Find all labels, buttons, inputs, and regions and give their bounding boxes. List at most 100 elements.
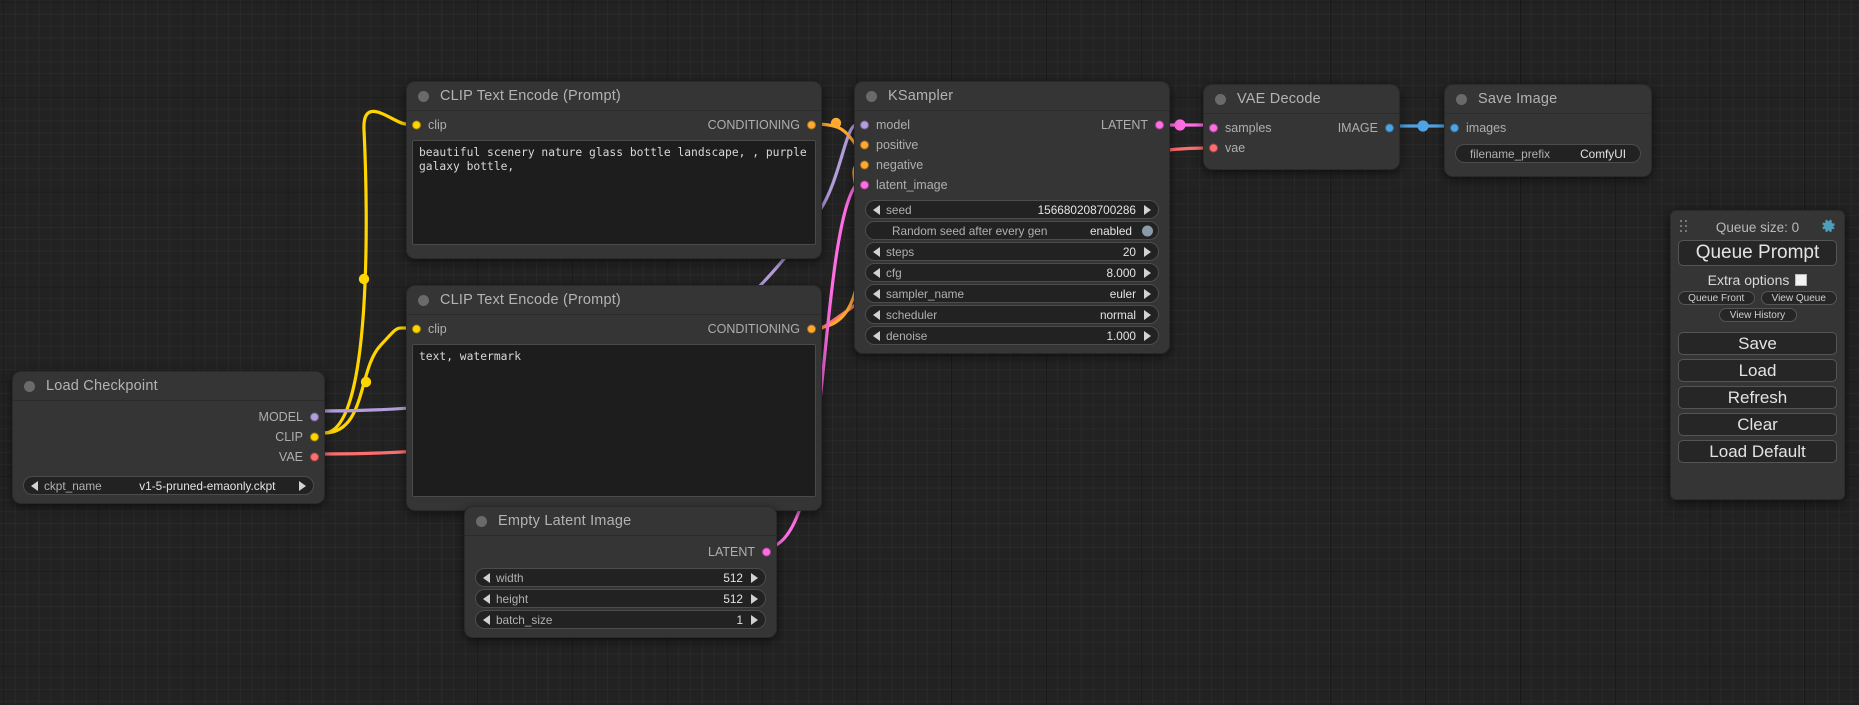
node-title-bar[interactable]: Empty Latent Image bbox=[465, 507, 776, 536]
increment-arrow-icon[interactable] bbox=[1144, 309, 1151, 320]
node-empty-latent-image[interactable]: Empty Latent Image LATENT width 512 heig… bbox=[464, 506, 777, 638]
widget-steps[interactable]: steps 20 bbox=[865, 242, 1159, 261]
decrement-arrow-icon[interactable] bbox=[483, 614, 490, 625]
increment-arrow-icon[interactable] bbox=[1144, 204, 1151, 215]
port-dot-latent-image[interactable] bbox=[860, 180, 869, 190]
node-save-image[interactable]: Save Image images filename_prefix ComfyU… bbox=[1444, 84, 1652, 177]
port-dot-samples[interactable] bbox=[1209, 123, 1218, 133]
decrement-arrow-icon[interactable] bbox=[483, 572, 490, 583]
output-slot-latent[interactable]: LATENT bbox=[465, 542, 776, 562]
increment-arrow-icon[interactable] bbox=[751, 572, 758, 583]
widget-height[interactable]: height 512 bbox=[475, 589, 766, 608]
increment-arrow-icon[interactable] bbox=[751, 593, 758, 604]
increment-arrow-icon[interactable] bbox=[1144, 267, 1151, 278]
port-dot-conditioning[interactable] bbox=[807, 324, 816, 334]
port-dot-clip[interactable] bbox=[310, 432, 319, 442]
view-history-button[interactable]: View History bbox=[1718, 308, 1797, 322]
port-dot-positive[interactable] bbox=[860, 140, 869, 150]
decrement-arrow-icon[interactable] bbox=[873, 330, 880, 341]
load-button[interactable]: Load bbox=[1678, 359, 1837, 382]
widget-seed[interactable]: seed 156680208700286 bbox=[865, 200, 1159, 219]
increment-arrow-icon[interactable] bbox=[1144, 246, 1151, 257]
refresh-button[interactable]: Refresh bbox=[1678, 386, 1837, 409]
node-vae-decode[interactable]: VAE Decode samples IMAGE vae bbox=[1203, 84, 1400, 170]
load-default-button[interactable]: Load Default bbox=[1678, 440, 1837, 463]
decrement-arrow-icon[interactable] bbox=[31, 480, 38, 491]
increment-arrow-icon[interactable] bbox=[751, 614, 758, 625]
input-slot-positive[interactable]: positive bbox=[855, 135, 1169, 155]
port-dot-vae[interactable] bbox=[310, 452, 319, 462]
collapse-dot-icon[interactable] bbox=[24, 380, 35, 392]
port-dot-image[interactable] bbox=[1385, 123, 1394, 133]
collapse-dot-icon[interactable] bbox=[1215, 93, 1226, 105]
output-slot-vae[interactable]: VAE bbox=[13, 447, 324, 467]
node-ksampler[interactable]: KSampler model LATENT positive negative … bbox=[854, 81, 1170, 354]
widget-denoise[interactable]: denoise 1.000 bbox=[865, 326, 1159, 345]
port-dot-images[interactable] bbox=[1450, 123, 1459, 133]
port-dot-vae[interactable] bbox=[1209, 143, 1218, 153]
widget-cfg[interactable]: cfg 8.000 bbox=[865, 263, 1159, 282]
decrement-arrow-icon[interactable] bbox=[873, 246, 880, 257]
collapse-dot-icon[interactable] bbox=[1456, 93, 1467, 105]
output-slot-model[interactable]: MODEL bbox=[13, 407, 324, 427]
queue-prompt-button[interactable]: Queue Prompt bbox=[1678, 240, 1837, 266]
prompt-textarea[interactable]: beautiful scenery nature glass bottle la… bbox=[412, 140, 816, 245]
input-slot-samples[interactable]: samples IMAGE bbox=[1204, 118, 1399, 138]
node-clip-text-encode-positive[interactable]: CLIP Text Encode (Prompt) clip CONDITION… bbox=[406, 81, 822, 259]
increment-arrow-icon[interactable] bbox=[1144, 330, 1151, 341]
widget-filename-prefix[interactable]: filename_prefix ComfyUI bbox=[1455, 144, 1641, 163]
port-dot-clip[interactable] bbox=[412, 120, 421, 130]
gear-icon[interactable] bbox=[1821, 219, 1836, 234]
collapse-dot-icon[interactable] bbox=[476, 515, 487, 527]
node-title-bar[interactable]: KSampler bbox=[855, 82, 1169, 111]
view-queue-button[interactable]: View Queue bbox=[1760, 291, 1837, 305]
prompt-textarea[interactable]: text, watermark bbox=[412, 344, 816, 497]
clear-button[interactable]: Clear bbox=[1678, 413, 1837, 436]
save-button[interactable]: Save bbox=[1678, 332, 1837, 355]
input-slot-vae[interactable]: vae bbox=[1204, 138, 1399, 158]
port-dot-latent[interactable] bbox=[762, 547, 771, 557]
input-slot-latent-image[interactable]: latent_image bbox=[855, 175, 1169, 195]
node-title-bar[interactable]: CLIP Text Encode (Prompt) bbox=[407, 286, 821, 315]
input-slot-clip[interactable]: clip CONDITIONING bbox=[407, 319, 821, 339]
drag-handle-icon[interactable] bbox=[1680, 220, 1692, 234]
collapse-dot-icon[interactable] bbox=[418, 294, 429, 306]
port-dot-model[interactable] bbox=[860, 120, 869, 130]
widget-sampler-name[interactable]: sampler_name euler bbox=[865, 284, 1159, 303]
input-slot-negative[interactable]: negative bbox=[855, 155, 1169, 175]
node-title-bar[interactable]: Load Checkpoint bbox=[13, 372, 324, 401]
decrement-arrow-icon[interactable] bbox=[873, 204, 880, 215]
comfy-menu-panel[interactable]: Queue size: 0 Queue Prompt Extra options… bbox=[1670, 210, 1845, 500]
decrement-arrow-icon[interactable] bbox=[873, 309, 880, 320]
toggle-knob-icon[interactable] bbox=[1142, 225, 1153, 236]
widget-ckpt-name[interactable]: ckpt_name v1-5-pruned-emaonly.ckpt bbox=[23, 476, 314, 495]
widget-scheduler[interactable]: scheduler normal bbox=[865, 305, 1159, 324]
extra-options-row[interactable]: Extra options bbox=[1678, 272, 1837, 288]
port-dot-latent-out[interactable] bbox=[1155, 120, 1164, 130]
node-title-bar[interactable]: VAE Decode bbox=[1204, 85, 1399, 114]
node-clip-text-encode-negative[interactable]: CLIP Text Encode (Prompt) clip CONDITION… bbox=[406, 285, 822, 511]
queue-front-button[interactable]: Queue Front bbox=[1678, 291, 1755, 305]
node-load-checkpoint[interactable]: Load Checkpoint MODEL CLIP VAE ckpt_name… bbox=[12, 371, 325, 504]
increment-arrow-icon[interactable] bbox=[1144, 288, 1151, 299]
decrement-arrow-icon[interactable] bbox=[483, 593, 490, 604]
increment-arrow-icon[interactable] bbox=[299, 480, 306, 491]
collapse-dot-icon[interactable] bbox=[866, 90, 877, 102]
decrement-arrow-icon[interactable] bbox=[873, 288, 880, 299]
widget-control-after-generate[interactable]: Random seed after every gen enabled bbox=[865, 221, 1159, 240]
port-dot-negative[interactable] bbox=[860, 160, 869, 170]
output-slot-clip[interactable]: CLIP bbox=[13, 427, 324, 447]
node-title-bar[interactable]: Save Image bbox=[1445, 85, 1651, 114]
port-dot-model[interactable] bbox=[310, 412, 319, 422]
collapse-dot-icon[interactable] bbox=[418, 90, 429, 102]
widget-width[interactable]: width 512 bbox=[475, 568, 766, 587]
input-slot-clip[interactable]: clip CONDITIONING bbox=[407, 115, 821, 135]
port-dot-clip[interactable] bbox=[412, 324, 421, 334]
input-slot-images[interactable]: images bbox=[1445, 118, 1651, 138]
node-title-bar[interactable]: CLIP Text Encode (Prompt) bbox=[407, 82, 821, 111]
input-slot-model[interactable]: model LATENT bbox=[855, 115, 1169, 135]
widget-batch-size[interactable]: batch_size 1 bbox=[475, 610, 766, 629]
port-dot-conditioning[interactable] bbox=[807, 120, 816, 130]
decrement-arrow-icon[interactable] bbox=[873, 267, 880, 278]
extra-options-checkbox[interactable] bbox=[1795, 274, 1808, 286]
